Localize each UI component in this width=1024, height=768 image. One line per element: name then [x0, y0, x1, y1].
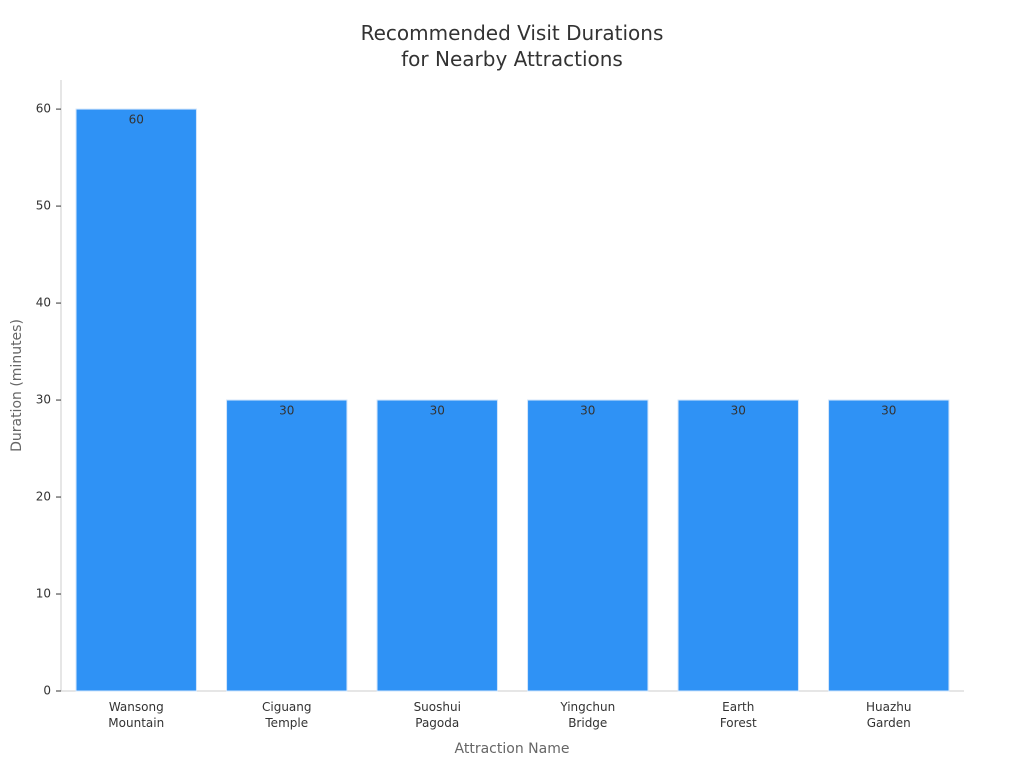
y-tick-label: 10	[36, 587, 51, 601]
bar	[226, 399, 348, 692]
bar	[677, 399, 799, 692]
y-tick-label: 0	[43, 684, 51, 698]
bar	[75, 108, 197, 692]
y-tick-label: 50	[36, 199, 51, 213]
value-label: 30	[731, 404, 746, 418]
value-label: 60	[129, 113, 144, 127]
y-tick-label: 60	[36, 102, 51, 116]
bar	[828, 399, 950, 692]
bar	[376, 399, 498, 692]
y-tick-label: 40	[36, 296, 51, 310]
bar	[527, 399, 649, 692]
x-axis-label: Attraction Name	[454, 741, 570, 757]
value-label: 30	[881, 404, 896, 418]
x-tick-label: Suoshui Pagoda	[413, 700, 461, 730]
chart-title: Recommended Visit Durations for Nearby A…	[360, 21, 664, 71]
y-axis-label: Duration (minutes)	[9, 319, 25, 452]
value-label: 30	[580, 404, 595, 418]
value-label: 30	[279, 404, 294, 418]
x-tick-label: Yingchun Bridge	[560, 700, 616, 730]
x-tick-label: Earth Forest	[719, 700, 757, 730]
x-tick-label: Huazhu Garden	[866, 700, 912, 730]
x-tick-label: Wansong Mountain	[108, 700, 165, 730]
y-tick-label: 30	[36, 393, 51, 407]
y-tick-label: 20	[36, 490, 51, 504]
value-label: 30	[430, 404, 445, 418]
x-tick-label: Ciguang Temple	[261, 700, 312, 730]
